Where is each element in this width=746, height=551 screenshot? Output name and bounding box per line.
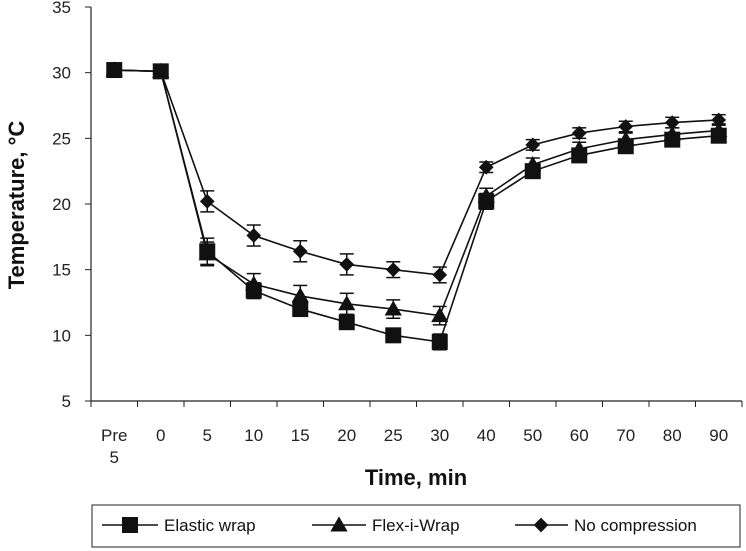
data-point — [339, 257, 355, 272]
data-point — [618, 119, 634, 134]
data-point — [199, 194, 215, 209]
x-tick-label: 90 — [709, 426, 728, 445]
data-point — [384, 300, 402, 316]
x-tick-label: 0 — [156, 426, 165, 445]
data-point — [385, 262, 401, 278]
data-point — [385, 327, 402, 344]
data-point — [338, 314, 355, 331]
y-tick-label: 5 — [62, 392, 71, 411]
legend-item-diamond: No compression — [515, 516, 697, 535]
data-point — [525, 137, 541, 153]
y-tick-label: 30 — [52, 64, 71, 83]
x-tick-label: 60 — [570, 426, 589, 445]
x-tick-label: 20 — [337, 426, 356, 445]
data-point — [106, 62, 122, 78]
y-tick-label: 20 — [52, 195, 71, 214]
x-tick-label: Pre 5 — [101, 426, 127, 467]
y-axis-title: Temperature, °C — [4, 121, 29, 290]
data-point — [246, 228, 262, 243]
data-point — [291, 287, 309, 303]
ticks: 5 10 15 20 25 30 35 Pre 5 0 5 10 15 20 25 30 40 50 60 70 80 9… — [52, 0, 743, 467]
x-tick-label: 50 — [523, 426, 542, 445]
data-point — [663, 125, 681, 141]
legend-item-square: Elastic wrap — [102, 516, 256, 535]
series-square — [106, 62, 727, 351]
data-point — [245, 275, 263, 291]
data-point — [431, 333, 448, 350]
legend-label: Flex-i-Wrap — [372, 516, 460, 535]
x-tick-label: 25 — [384, 426, 403, 445]
legend-item-triangle: Flex-i-Wrap — [312, 516, 460, 535]
x-axis-title: Time, min — [365, 465, 467, 490]
legend-box — [91, 504, 741, 548]
legend-label: Elastic wrap — [164, 516, 256, 535]
x-tick-label: 10 — [244, 426, 263, 445]
x-tick-label: 5 — [203, 426, 212, 445]
y-tick-label: 25 — [52, 129, 71, 148]
legend-label: No compression — [574, 516, 697, 535]
x-tick-label: 30 — [430, 426, 449, 445]
data-point — [338, 295, 356, 311]
data-point — [478, 159, 494, 175]
data-point — [571, 125, 587, 141]
data-point — [524, 155, 542, 172]
y-tick-label: 35 — [52, 0, 71, 17]
legend: Elastic wrap Flex-i-Wrap No compression — [91, 504, 741, 548]
data-point — [431, 307, 449, 323]
x-tick-label: 70 — [616, 426, 635, 445]
data-point — [570, 140, 588, 156]
data-point — [198, 245, 216, 261]
legend-marker — [122, 517, 138, 533]
y-tick-label: 15 — [52, 261, 71, 280]
series-layer — [105, 61, 728, 351]
series-triangle — [105, 61, 728, 326]
data-point — [711, 112, 727, 128]
data-point — [664, 115, 680, 130]
data-point — [617, 131, 635, 147]
data-point — [432, 267, 448, 283]
x-tick-label: 40 — [477, 426, 496, 445]
series-line — [114, 69, 719, 276]
axes — [90, 7, 742, 402]
x-tick-label: 80 — [663, 426, 682, 445]
data-point — [477, 187, 495, 203]
data-point — [292, 243, 308, 259]
x-tick-label: 15 — [291, 426, 310, 445]
series-diamond — [106, 62, 727, 284]
data-point — [292, 301, 309, 318]
data-point — [710, 121, 728, 137]
y-tick-label: 10 — [52, 326, 71, 345]
legend-marker — [533, 517, 549, 533]
data-point — [153, 64, 169, 79]
legend-marker — [330, 516, 348, 532]
